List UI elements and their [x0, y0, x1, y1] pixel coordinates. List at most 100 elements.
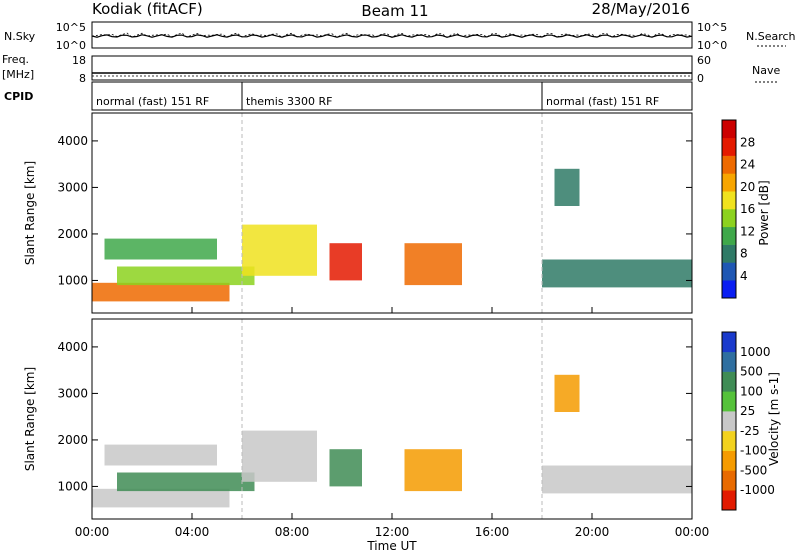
y-tick-label: 2000 — [57, 227, 88, 241]
echo-region — [104, 238, 217, 260]
echo-region — [117, 266, 255, 286]
echo-region — [404, 449, 462, 492]
freq-tick-top: 18 — [72, 54, 86, 67]
velocity-colorbar-label: Velocity [m s-1] — [767, 372, 781, 466]
echo-region — [404, 243, 462, 286]
echo-region — [117, 472, 255, 492]
velocity-echoes — [92, 319, 692, 519]
x-tick-label: 12:00 — [375, 525, 410, 539]
y-tick-label: 1000 — [57, 479, 88, 493]
nsky-tick-bottom: 10^0 — [56, 39, 86, 52]
colorbar-swatch — [722, 351, 736, 372]
colorbar-tick-label: 25 — [740, 404, 755, 418]
colorbar-swatch — [722, 137, 736, 156]
colorbar-swatch — [722, 262, 736, 281]
nsearch-tick-bottom: 10^0 — [697, 39, 727, 52]
echo-region — [329, 243, 362, 281]
power-ylabel: Slant Range [km] — [23, 161, 37, 265]
colorbar-swatch — [722, 490, 736, 511]
cpid-mode-label: normal (fast) 151 RF — [96, 95, 209, 108]
colorbar-swatch — [722, 391, 736, 412]
echo-region — [329, 449, 362, 487]
beam-title: Beam 11 — [361, 2, 428, 20]
power-echoes — [92, 113, 692, 313]
colorbar-tick-label: -25 — [740, 424, 760, 438]
colorbar-tick-label: 4 — [740, 269, 748, 283]
x-tick-label: 08:00 — [275, 525, 310, 539]
velocity-yticks: 1000 2000 3000 4000 — [57, 340, 692, 493]
y-tick-label: 3000 — [57, 386, 88, 400]
x-tick-label: 16:00 — [475, 525, 510, 539]
echo-region — [92, 282, 230, 302]
echo-region — [242, 224, 317, 276]
nave-label: Nave — [752, 64, 780, 77]
cpid-mode-label: themis 3300 RF — [246, 95, 333, 108]
power-colorbar-label: Power [dB] — [757, 180, 771, 245]
colorbar-tick-label: 24 — [740, 158, 755, 172]
x-tick-label: 00:00 — [75, 525, 110, 539]
y-tick-label: 4000 — [57, 340, 88, 354]
x-tick-label: 04:00 — [175, 525, 210, 539]
x-axis-label: Time UT — [366, 539, 417, 553]
cpid-panel-frame — [91, 81, 693, 111]
date-title: 28/May/2016 — [592, 0, 690, 18]
cpid-modes: normal (fast) 151 RF themis 3300 RF normal… — [96, 82, 659, 110]
colorbar-tick-label: 100 — [740, 384, 763, 398]
colorbar-frame — [721, 119, 737, 299]
colorbar-tick-label: 28 — [740, 135, 755, 149]
echo-region — [554, 374, 580, 412]
colorbar-swatch — [722, 450, 736, 471]
colorbar-swatch — [722, 280, 736, 299]
power-colorbar: 4 8 12 16 20 24 28 — [721, 119, 755, 299]
colorbar-tick-label: 1000 — [740, 345, 771, 359]
y-tick-label: 4000 — [57, 134, 88, 148]
nsky-label: N.Sky — [4, 30, 36, 43]
colorbar-frame — [721, 331, 737, 511]
x-tick-label: 20:00 — [575, 525, 610, 539]
freq-label: Freq. — [2, 53, 29, 66]
colorbar-swatch — [722, 244, 736, 263]
x-axis-ticks: 00:00 04:00 08:00 12:00 16:00 20:00 00:00 — [75, 307, 710, 539]
y-tick-label: 3000 — [57, 180, 88, 194]
echo-region — [554, 168, 580, 206]
freq-unit: [MHz] — [2, 68, 34, 81]
site-title: Kodiak (fitACF) — [92, 0, 203, 18]
colorbar-swatch — [722, 470, 736, 491]
nsearch-series-line — [91, 32, 693, 38]
echo-region — [92, 488, 230, 508]
echo-region — [542, 465, 692, 494]
colorbar-swatch — [722, 191, 736, 210]
freq-tick-bottom: 8 — [79, 72, 86, 85]
colorbar-tick-label: 16 — [740, 202, 755, 216]
nsearch-label: N.Search — [746, 30, 796, 43]
colorbar-swatch — [722, 209, 736, 228]
colorbar-tick-label: 8 — [740, 247, 748, 261]
colorbar-swatch — [722, 120, 736, 139]
colorbar-swatch — [722, 430, 736, 451]
nave-tick-top: 60 — [697, 54, 711, 67]
colorbar-swatch — [722, 226, 736, 245]
colorbar-tick-label: -500 — [740, 463, 767, 477]
nave-tick-bottom: 0 — [697, 72, 704, 85]
velocity-ylabel: Slant Range [km] — [23, 367, 37, 471]
colorbar-swatch — [722, 411, 736, 432]
colorbar-tick-label: 500 — [740, 365, 763, 379]
colorbar-swatch — [722, 155, 736, 174]
y-tick-label: 2000 — [57, 433, 88, 447]
colorbar-swatch — [722, 371, 736, 392]
nsky-panel-frame — [91, 21, 693, 49]
velocity-colorbar: -1000 -500 -100 -25 25 100 500 1000 — [721, 331, 775, 511]
cpid-mode-label: normal (fast) 151 RF — [546, 95, 659, 108]
x-tick-label: 00:00 — [675, 525, 710, 539]
y-tick-label: 1000 — [57, 273, 88, 287]
echo-region — [242, 430, 317, 482]
colorbar-tick-label: -1000 — [740, 483, 775, 497]
echo-region — [104, 444, 217, 466]
nsky-tick-top: 10^5 — [56, 21, 86, 34]
nsky-series-line — [91, 34, 693, 38]
nsearch-tick-top: 10^5 — [697, 21, 727, 34]
freq-panel-frame — [91, 55, 693, 81]
cpid-label: CPID — [4, 90, 33, 103]
echo-region — [542, 259, 692, 288]
